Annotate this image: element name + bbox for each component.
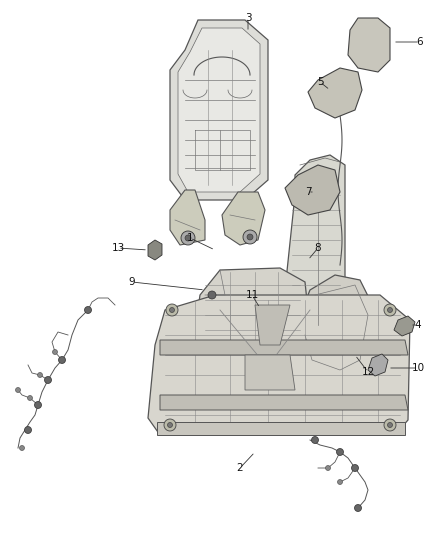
Circle shape xyxy=(38,373,42,377)
Circle shape xyxy=(152,247,158,253)
Polygon shape xyxy=(148,295,410,435)
Circle shape xyxy=(85,306,92,313)
Circle shape xyxy=(45,376,52,384)
Circle shape xyxy=(185,235,191,241)
Circle shape xyxy=(388,308,392,312)
Polygon shape xyxy=(222,192,265,245)
Polygon shape xyxy=(245,355,295,390)
Polygon shape xyxy=(348,18,390,72)
Polygon shape xyxy=(308,68,362,118)
Circle shape xyxy=(20,446,25,450)
Polygon shape xyxy=(285,165,340,215)
Circle shape xyxy=(384,419,396,431)
Circle shape xyxy=(167,423,173,427)
Circle shape xyxy=(352,464,358,472)
Polygon shape xyxy=(178,28,260,192)
Text: 3: 3 xyxy=(245,13,251,23)
Text: 8: 8 xyxy=(314,243,321,253)
Text: 7: 7 xyxy=(305,187,311,197)
Text: 5: 5 xyxy=(317,77,323,87)
Polygon shape xyxy=(300,275,375,375)
Circle shape xyxy=(208,291,216,299)
Text: 9: 9 xyxy=(129,277,135,287)
Text: 10: 10 xyxy=(411,363,424,373)
Circle shape xyxy=(166,304,178,316)
Circle shape xyxy=(53,350,57,354)
Polygon shape xyxy=(255,305,290,345)
Text: 13: 13 xyxy=(111,243,125,253)
Circle shape xyxy=(325,465,331,471)
Text: 1: 1 xyxy=(187,233,193,243)
Circle shape xyxy=(59,357,66,364)
Circle shape xyxy=(35,401,42,408)
Circle shape xyxy=(170,308,174,312)
Polygon shape xyxy=(160,340,408,355)
Polygon shape xyxy=(285,155,345,330)
Polygon shape xyxy=(148,240,162,260)
Circle shape xyxy=(311,437,318,443)
Text: 2: 2 xyxy=(237,463,244,473)
Circle shape xyxy=(164,419,176,431)
Circle shape xyxy=(354,505,361,512)
Circle shape xyxy=(384,304,396,316)
Polygon shape xyxy=(157,422,405,435)
Circle shape xyxy=(243,230,257,244)
Polygon shape xyxy=(394,316,415,336)
Circle shape xyxy=(247,234,253,240)
Circle shape xyxy=(388,423,392,427)
Polygon shape xyxy=(170,190,205,245)
Polygon shape xyxy=(160,395,408,410)
Circle shape xyxy=(336,448,343,456)
Circle shape xyxy=(338,480,343,484)
Circle shape xyxy=(28,395,32,400)
Text: 4: 4 xyxy=(415,320,421,330)
Text: 12: 12 xyxy=(361,367,374,377)
Polygon shape xyxy=(368,354,388,376)
Circle shape xyxy=(25,426,32,433)
Circle shape xyxy=(15,387,21,392)
Text: 11: 11 xyxy=(245,290,258,300)
Circle shape xyxy=(181,231,195,245)
Polygon shape xyxy=(170,20,268,200)
Text: 6: 6 xyxy=(417,37,423,47)
Polygon shape xyxy=(195,268,310,345)
